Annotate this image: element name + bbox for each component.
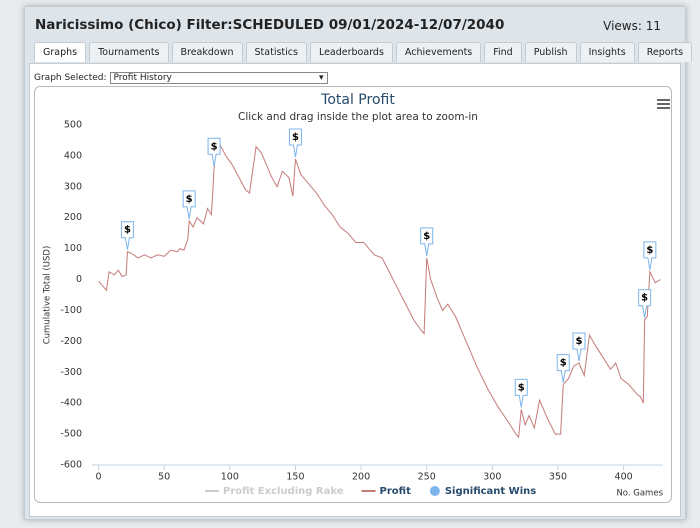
flag (288, 128, 302, 158)
significant-win: $ (638, 289, 652, 318)
x-axis-label: No. Games (616, 489, 663, 499)
legend-marker (429, 486, 440, 496)
window: Naricissimo (Chico) Filter:SCHEDULED 09/… (24, 6, 693, 520)
significant-win: $ (572, 332, 586, 362)
x-tick-label: 150 (286, 472, 304, 483)
x-tick-label: 350 (549, 472, 567, 483)
flag (182, 190, 196, 219)
chart: Total Profit Click and drag inside the p… (43, 92, 670, 499)
y-tick-label: 400 (64, 150, 82, 161)
chart-subtitle: Click and drag inside the plot area to z… (238, 111, 478, 123)
header-title: Naricissimo (Chico) Filter:SCHEDULED 09/… (35, 17, 505, 33)
menu-bar (657, 103, 670, 105)
y-tick-label: 200 (64, 212, 82, 223)
flag (207, 137, 221, 167)
flag (120, 221, 134, 250)
chart-container: Total Profit Click and drag inside the p… (34, 86, 672, 503)
significant-win: $ (182, 190, 196, 219)
significant-win: $ (207, 137, 221, 167)
flag-label: $ (576, 336, 583, 347)
y-tick-label: -100 (60, 305, 82, 316)
y-axis-label: Cumulative Total (USD) (43, 246, 53, 345)
y-tick-label: -300 (60, 367, 82, 378)
significant-win: $ (420, 227, 434, 256)
tab[interactable]: Publish (524, 42, 577, 62)
significant-win: $ (643, 241, 657, 270)
graph-selector: Graph Selected: Profit History ▾ (34, 72, 328, 84)
legend-label: Profit (380, 486, 412, 497)
tab[interactable]: Breakdown (171, 42, 243, 62)
x-tick-label: 300 (483, 472, 501, 483)
x-tick-label: 250 (418, 472, 436, 483)
significant-win: $ (514, 378, 528, 408)
profit-line (98, 139, 661, 439)
select[interactable]: Profit History ▾ (109, 72, 328, 84)
flag-label: $ (292, 132, 299, 143)
x-tick-label: 100 (221, 472, 239, 483)
tab[interactable]: Reports (637, 42, 693, 62)
chart-title: Total Profit (320, 92, 395, 108)
y-tick-label: 0 (76, 274, 82, 285)
flag (643, 241, 657, 270)
flag (514, 378, 528, 408)
y-tick-label: 500 (64, 120, 82, 131)
y-tick-label: 100 (64, 243, 82, 254)
legend-label: Significant Wins (445, 486, 536, 497)
flag-label: $ (560, 358, 567, 369)
y-tick-label: -500 (60, 429, 82, 440)
flag-label: $ (423, 231, 430, 242)
tabs: Graphs Tournaments Breakdown Statistics Lead… (34, 42, 693, 62)
flag-label: $ (646, 245, 653, 256)
y-tick-label: 300 (64, 181, 82, 192)
tab[interactable]: Graphs (34, 42, 87, 62)
significant-win: $ (120, 221, 134, 250)
x-tick-label: 200 (352, 472, 370, 483)
tab[interactable]: Leaderboards (309, 42, 393, 62)
flag (638, 289, 652, 318)
significant-win: $ (556, 354, 570, 383)
flag-label: $ (211, 141, 218, 152)
flag (556, 354, 570, 383)
x-tick-label: 0 (96, 472, 102, 483)
menu-bar (657, 107, 670, 109)
legend-label: Profit Excluding Rake (223, 486, 344, 497)
significant-win: $ (288, 128, 302, 158)
dropdown-arrow: ▾ (318, 73, 324, 83)
tab[interactable]: Achievements (395, 42, 482, 62)
tab[interactable]: Statistics (245, 42, 307, 62)
flag (572, 332, 586, 362)
tab[interactable]: Insights (579, 42, 635, 62)
panel: Graph Selected: Profit History ▾ Total Pr… (29, 63, 681, 517)
select-value: Profit History (113, 73, 172, 83)
flag-label: $ (641, 293, 648, 304)
y-tick-label: -600 (60, 460, 82, 471)
y-tick-label: -400 (60, 398, 82, 409)
flag-label: $ (186, 194, 193, 205)
x-tick-label: 50 (158, 472, 170, 483)
selector-label: Graph Selected: (34, 73, 107, 83)
x-tick-label: 400 (615, 472, 633, 483)
flag (420, 227, 434, 256)
flag-label: $ (518, 382, 525, 393)
tab[interactable]: Find (484, 42, 522, 62)
menu-button[interactable] (657, 99, 670, 109)
views: Views: 11 (603, 19, 661, 33)
flag-label: $ (124, 225, 131, 236)
y-tick-label: -200 (60, 336, 82, 347)
menu-bar (657, 99, 670, 101)
tab[interactable]: Tournaments (89, 42, 169, 62)
